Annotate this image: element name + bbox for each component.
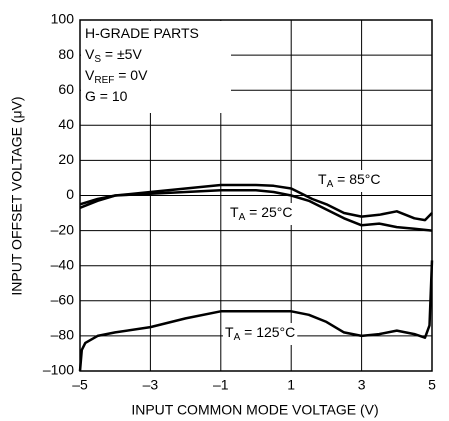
x-tick-label: 3 — [358, 377, 366, 393]
text-sub: A — [327, 179, 334, 190]
annotation: H-GRADE PARTS — [85, 25, 199, 41]
text-main: T — [225, 324, 234, 340]
y-tick-label: –60 — [51, 292, 75, 308]
y-tick-label: 20 — [58, 151, 74, 167]
x-tick-label: –3 — [143, 377, 159, 393]
y-tick-label: 60 — [58, 81, 74, 97]
text-rest: = 125°C — [240, 324, 295, 340]
annotation: G = 10 — [85, 88, 128, 104]
y-tick-label: 100 — [51, 11, 75, 27]
text-sub: REF — [94, 75, 114, 86]
text-rest: = 0V — [114, 67, 148, 83]
annotation-box — [81, 21, 231, 113]
y-tick-label: 80 — [58, 46, 74, 62]
line — [79, 188, 433, 232]
label-bg — [228, 203, 295, 225]
text-sub: S — [94, 54, 101, 65]
y-tick-label: –40 — [51, 256, 75, 272]
line — [79, 183, 433, 222]
text-sub: A — [239, 212, 246, 223]
series-label: TA = 25°C — [230, 204, 292, 223]
text-main: T — [318, 171, 327, 187]
text-main: V — [85, 46, 95, 62]
x-tick-label: –1 — [213, 377, 229, 393]
series-label: TA = 85°C — [318, 171, 380, 190]
label-bg — [316, 170, 383, 192]
y-tick-label: 40 — [58, 116, 74, 132]
label-bg — [223, 323, 298, 345]
y-tick-label: –100 — [43, 362, 74, 378]
x-axis-label: INPUT COMMON MODE VOLTAGE (V) — [131, 402, 378, 418]
text-main: H-GRADE PARTS — [85, 25, 199, 41]
text-main: G = 10 — [85, 88, 128, 104]
x-tick-label: 1 — [287, 377, 295, 393]
annotation: VREF = 0V — [85, 67, 148, 86]
text-rest: = 25°C — [245, 204, 292, 220]
text-rest: = ±5V — [101, 46, 142, 62]
series-label: TA = 125°C — [225, 324, 295, 343]
x-tick-label: –5 — [72, 377, 88, 393]
text-rest: = 85°C — [333, 171, 380, 187]
text-main: T — [230, 204, 239, 220]
y-tick-label: 0 — [66, 186, 74, 202]
plot-frame — [79, 19, 433, 372]
line — [78, 260, 434, 372]
y-tick-label: –80 — [51, 327, 75, 343]
y-axis-label: INPUT OFFSET VOLTAGE (μV) — [9, 96, 25, 295]
text-main: V — [85, 67, 95, 83]
text-sub: A — [234, 332, 241, 343]
annotation: VS = ±5V — [85, 46, 142, 65]
x-tick-label: 5 — [428, 377, 436, 393]
y-tick-label: –20 — [51, 221, 75, 237]
